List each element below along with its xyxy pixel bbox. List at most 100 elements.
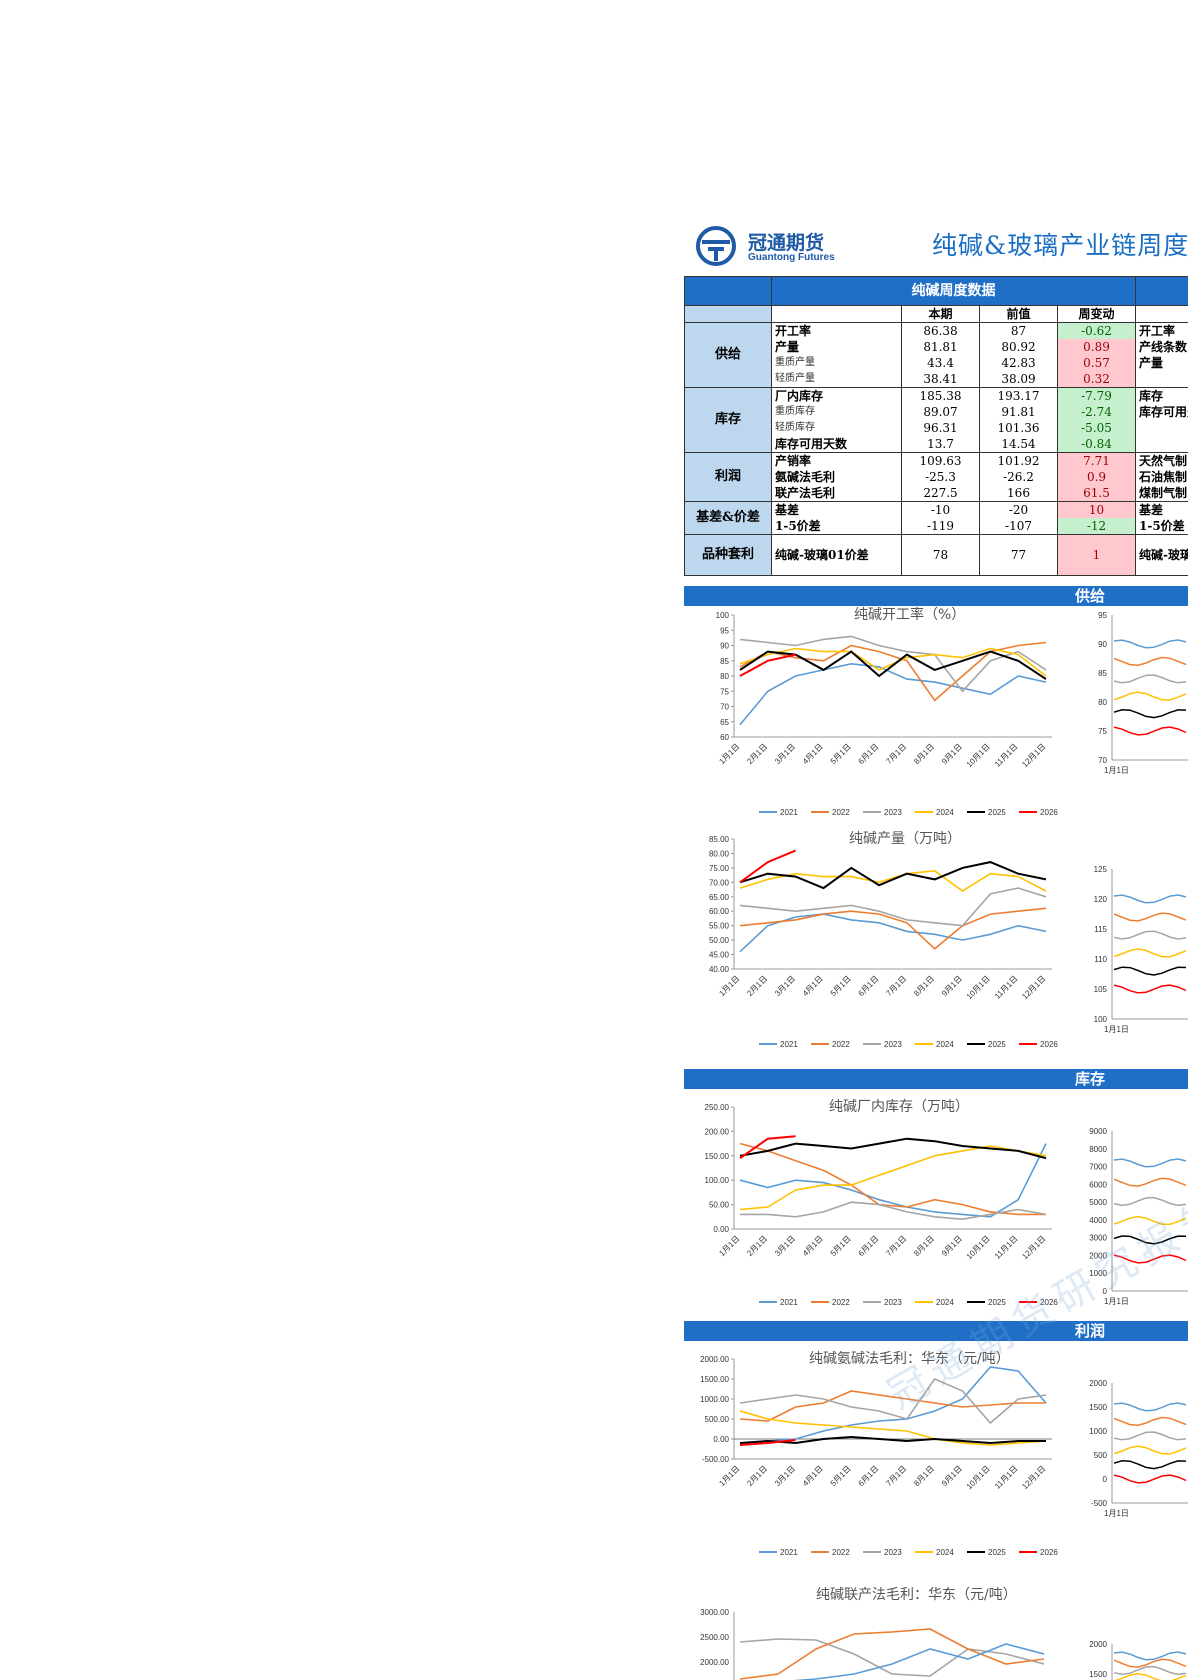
y-tick-label: 50.00 xyxy=(709,1201,730,1210)
y-tick-label: 90 xyxy=(1098,640,1107,649)
row-current: 81.81 xyxy=(901,339,980,355)
x-tick-label: 2月1日 xyxy=(745,1464,769,1488)
x-tick-label: 9月1日 xyxy=(940,742,964,766)
legend-label: 2021 xyxy=(780,1040,798,1049)
chart-title: 纯碱厂内库存（万吨） xyxy=(829,1099,969,1115)
col-header: 周变动 xyxy=(1057,305,1136,323)
legend-label: 2024 xyxy=(936,808,954,817)
x-tick-label: 7月1日 xyxy=(884,1234,908,1258)
row-current: 38.41 xyxy=(901,371,980,388)
y-tick-label: 85 xyxy=(1098,669,1107,678)
row-previous: 80.92 xyxy=(979,339,1058,355)
table-header: 纯碱周度数据 xyxy=(771,276,1136,306)
x-tick-label: 9月1日 xyxy=(940,974,964,998)
y-tick-label: 4000 xyxy=(1089,1216,1107,1225)
right-series-line xyxy=(1113,656,1187,667)
legend-label: 2021 xyxy=(780,1298,798,1307)
row-right-label: 库存可用天数 xyxy=(1135,404,1188,420)
y-tick-label: 6000 xyxy=(1089,1180,1107,1189)
row-current: 89.07 xyxy=(901,404,980,420)
row-current: 227.5 xyxy=(901,485,980,502)
y-tick-label: 50.00 xyxy=(709,936,730,945)
guantong-logo-icon xyxy=(696,226,736,266)
y-tick-label: 3000.00 xyxy=(700,1608,729,1617)
row-current: 86.38 xyxy=(901,322,980,339)
right-series-line xyxy=(1113,948,1187,958)
series-line-2025 xyxy=(739,1137,1047,1160)
row-right-label: 纯碱-玻璃 xyxy=(1135,534,1188,576)
right-series-line xyxy=(1113,1474,1187,1484)
right-series-line xyxy=(1113,1196,1187,1207)
chart-svg: 85.00 80.00 75.00 70.00 65.00 60.00 55.00 50.00… xyxy=(709,835,1058,1049)
table-row: 品种套利 纯碱-玻璃01价差 78 77 1 纯碱-玻璃 xyxy=(684,534,1188,576)
x-tick-label: 1月1日 xyxy=(1104,1297,1129,1306)
x-tick-label: 3月1日 xyxy=(773,1464,797,1488)
legend-label: 2026 xyxy=(1040,1548,1058,1557)
y-tick-label: 3000 xyxy=(1089,1234,1107,1243)
table-row: 利润 产销率 109.63 101.92 7.71 天然气制 xyxy=(684,452,1188,502)
legend-label: 2022 xyxy=(832,1298,850,1307)
y-tick-label: 110 xyxy=(1094,955,1107,964)
row-previous: 101.92 xyxy=(979,452,1058,469)
x-tick-label: 2月1日 xyxy=(745,974,769,998)
row-label: 联产法毛利 xyxy=(771,485,902,502)
row-right-label xyxy=(1135,420,1188,436)
x-tick-label: 6月1日 xyxy=(857,742,881,766)
y-tick-label: 1500.00 xyxy=(700,1375,729,1384)
row-label: 1-5价差 xyxy=(771,518,902,535)
x-tick-label: 5月1日 xyxy=(829,742,853,766)
row-right-label: 石油焦制 xyxy=(1135,469,1188,485)
row-change: 0.89 xyxy=(1057,339,1136,355)
y-tick-label: 95 xyxy=(1098,611,1107,620)
y-tick-label: 9000 xyxy=(1089,1127,1107,1136)
row-change: 1 xyxy=(1057,534,1136,576)
soda-weekly-table: 纯碱周度数据 本期 前值 周变动 供给 开工率 86.38 87 -0.62 开工率 产量 81.81… xyxy=(684,276,1188,576)
report-title: 纯碱&玻璃产业链周度 xyxy=(932,231,1188,260)
series-line-2024 xyxy=(739,1410,1047,1446)
y-tick-label: 75.00 xyxy=(709,864,730,873)
y-tick-label: 2000 xyxy=(1089,1251,1107,1260)
legend-label: 2026 xyxy=(1040,1298,1058,1307)
x-tick-label: 8月1日 xyxy=(912,974,936,998)
legend-label: 2024 xyxy=(936,1298,954,1307)
right-series-line xyxy=(1113,674,1187,684)
table-row: 重质产量 43.4 42.83 0.57 产量 xyxy=(685,355,1188,371)
x-tick-label: 6月1日 xyxy=(857,1234,881,1258)
y-tick-label: 80 xyxy=(720,672,729,681)
x-tick-label: 2月1日 xyxy=(745,1234,769,1258)
row-change: -2.74 xyxy=(1057,404,1136,420)
row-current: -119 xyxy=(901,518,980,535)
table-row: 1-5价差 -119 -107 -12 1-5价差 xyxy=(685,518,1188,535)
series-line-2022 xyxy=(739,641,1047,702)
x-tick-label: 1月1日 xyxy=(1104,766,1129,775)
y-tick-label: 95 xyxy=(720,626,729,635)
section-profit: 利润 xyxy=(684,1321,1188,1341)
right-series-line xyxy=(1113,984,1187,994)
row-previous: 42.83 xyxy=(979,355,1058,371)
series-line-2024 xyxy=(739,869,1047,892)
series-line-2021 xyxy=(739,1366,1047,1444)
y-tick-label: 70.00 xyxy=(709,878,730,887)
y-tick-label: 115 xyxy=(1094,925,1107,934)
y-tick-label: 1000.00 xyxy=(700,1395,729,1404)
y-tick-label: 120 xyxy=(1094,895,1108,904)
x-tick-label: 7月1日 xyxy=(884,742,908,766)
x-tick-label: 1月1日 xyxy=(717,742,741,766)
row-right-label: 库存 xyxy=(1135,387,1188,404)
y-tick-label: -500 xyxy=(1091,1499,1108,1508)
row-current: -10 xyxy=(901,501,980,518)
x-tick-label: 6月1日 xyxy=(857,974,881,998)
series-line-2024 xyxy=(739,647,1047,677)
table-corner xyxy=(684,276,772,306)
row-label: 重质库存 xyxy=(771,404,902,420)
chart-title: 纯碱联产法毛利：华东（元/吨） xyxy=(816,1587,1017,1603)
legend-label: 2026 xyxy=(1040,808,1058,817)
row-change: 10 xyxy=(1057,501,1136,518)
x-tick-label: 12月1日 xyxy=(1020,1464,1047,1491)
legend-label: 2022 xyxy=(832,1040,850,1049)
row-label: 重质产量 xyxy=(771,355,902,371)
row-current: 185.38 xyxy=(901,387,980,404)
row-change: -0.62 xyxy=(1057,322,1136,339)
